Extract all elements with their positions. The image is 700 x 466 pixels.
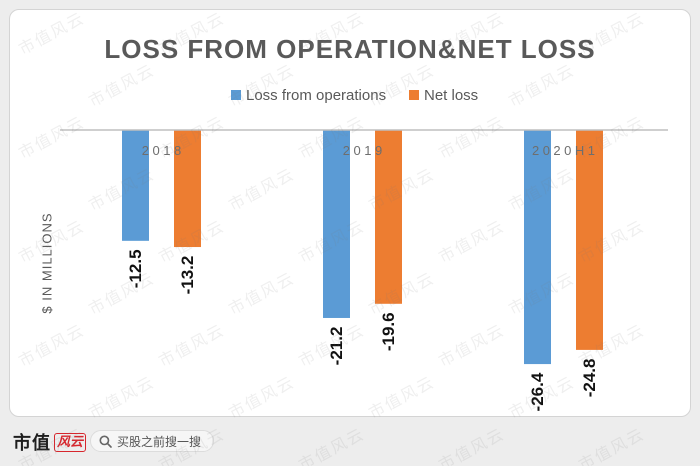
bar-loss-from-operations-2020h1	[524, 130, 551, 365]
category-label-2018: 2018	[142, 143, 185, 158]
legend-swatch-loss-from-operations	[231, 90, 241, 100]
search-icon	[99, 435, 112, 448]
bar-loss-from-operations-2019	[323, 130, 350, 318]
data-label-loss-from-operations-2020h1: -26.4	[528, 372, 547, 411]
logo-text: 市值	[13, 433, 51, 454]
legend-label-net-loss: Net loss	[424, 87, 478, 104]
bars	[122, 130, 603, 365]
logo-mark: 风云	[54, 432, 87, 452]
y-axis-label: $ IN MILLIONS	[40, 212, 55, 313]
data-label-loss-from-operations-2019: -21.2	[327, 327, 346, 366]
search-placeholder: 买股之前搜一搜	[117, 434, 202, 449]
search-bar[interactable]: 买股之前搜一搜	[90, 430, 214, 452]
data-label-net-loss-2020h1: -24.8	[580, 359, 599, 398]
bar-net-loss-2020h1	[576, 130, 603, 350]
bar-loss-from-operations-2018	[122, 130, 149, 241]
bar-net-loss-2018	[174, 130, 201, 248]
data-labels: -12.5 -21.2 -26.4 -13.2 -19.6 -24.8	[126, 249, 599, 411]
brand-logo: 市值 风云	[13, 430, 87, 454]
data-label-loss-from-operations-2018: -12.5	[126, 249, 145, 288]
bar-net-loss-2019	[375, 130, 402, 304]
legend-swatch-net-loss	[409, 90, 419, 100]
legend-label-loss-from-operations: Loss from operations	[246, 87, 386, 104]
data-label-net-loss-2019: -19.6	[379, 312, 398, 351]
legend: Loss from operations Net loss	[231, 87, 478, 104]
data-label-net-loss-2018: -13.2	[178, 256, 197, 295]
chart-title: LOSS FROM OPERATION&NET LOSS	[104, 34, 595, 64]
category-label-2019: 2019	[343, 143, 386, 158]
category-labels: 2018 2019 2020H1	[142, 143, 599, 158]
category-label-2020h1: 2020H1	[532, 143, 599, 158]
